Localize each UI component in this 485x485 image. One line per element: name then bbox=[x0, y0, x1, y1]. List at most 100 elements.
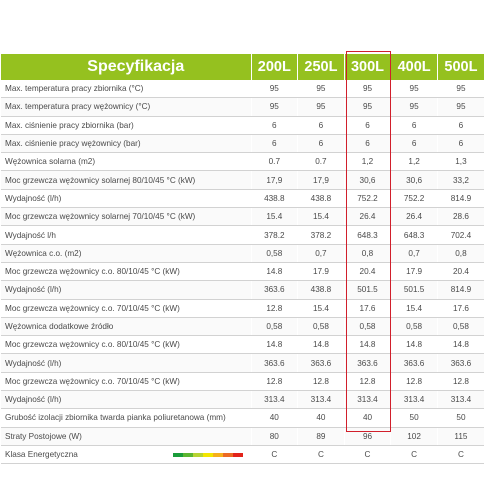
value-cell: 363.6 bbox=[250, 353, 298, 373]
value-cell: 50 bbox=[436, 408, 484, 428]
row-label-wrap: Wężownica c.o. (m2) bbox=[5, 249, 251, 258]
row-label-wrap: Klasa Energetyczna bbox=[5, 450, 251, 459]
row-label-cell: Wydajność (l/h) bbox=[1, 390, 252, 410]
value-cell: 1,2 bbox=[390, 152, 438, 172]
energy-scale-bar bbox=[172, 452, 243, 457]
value-cell: 17,9 bbox=[297, 170, 345, 190]
value-cell: 814.9 bbox=[436, 280, 484, 300]
value-cell: 95 bbox=[436, 80, 484, 99]
value-cell: 378.2 bbox=[250, 225, 298, 245]
value-cell: 6 bbox=[297, 116, 345, 135]
value-cell: 95 bbox=[297, 80, 345, 99]
value-cell: 12.8 bbox=[250, 299, 298, 318]
value-cell: 40 bbox=[297, 408, 345, 428]
value-cell: 95 bbox=[343, 97, 391, 117]
row-label-wrap: Straty Postojowe (W) bbox=[5, 432, 251, 441]
row-label: Klasa Energetyczna bbox=[5, 450, 78, 460]
value-cell: 12.8 bbox=[436, 372, 484, 392]
row-label-cell: Klasa Energetyczna bbox=[1, 445, 252, 465]
row-label-cell: Wężownica c.o. (m2) bbox=[1, 244, 252, 263]
value-cell: 14.8 bbox=[343, 335, 391, 355]
value-cell: 12.8 bbox=[390, 372, 438, 392]
row-label-cell: Moc grzewcza wężownicy c.o. 80/10/45 °C … bbox=[1, 262, 252, 282]
row-label: Wydajność (l/h) bbox=[5, 358, 62, 368]
value-cell: 12.8 bbox=[343, 372, 391, 392]
value-cell: 0,7 bbox=[390, 244, 438, 263]
row-label: Wężownica dodatkowe źródło bbox=[5, 322, 114, 331]
row-label-cell: Moc grzewcza wężownicy c.o. 70/10/45 °C … bbox=[1, 299, 252, 318]
row-label: Max. ciśnienie pracy wężownicy (bar) bbox=[5, 139, 141, 149]
value-cell: 1,3 bbox=[436, 152, 484, 172]
value-cell: 752.2 bbox=[343, 189, 391, 209]
value-cell: 15.4 bbox=[297, 299, 345, 318]
value-cell: 363.6 bbox=[390, 353, 438, 373]
row-label-cell: Moc grzewcza wężownicy solarnej 70/10/45… bbox=[1, 207, 252, 227]
value-cell: 95 bbox=[250, 97, 298, 117]
table-row: Moc grzewcza wężownicy c.o. 80/10/45 °C … bbox=[1, 335, 484, 355]
row-label: Moc grzewcza wężownicy solarnej 80/10/45… bbox=[5, 175, 196, 185]
value-cell: 95 bbox=[297, 97, 345, 117]
value-cell: 752.2 bbox=[390, 189, 438, 209]
row-label-cell: Max. ciśnienie pracy zbiornika (bar) bbox=[1, 116, 252, 135]
row-label-cell: Max. temperatura pracy wężownicy (°C) bbox=[1, 97, 252, 117]
value-cell: C bbox=[343, 445, 391, 465]
value-cell: 501.5 bbox=[343, 280, 391, 300]
row-label-cell: Wężownica solarna (m2) bbox=[1, 152, 252, 172]
value-cell: 26.4 bbox=[390, 207, 438, 227]
row-label-cell: Moc grzewcza wężownicy c.o. 80/10/45 °C … bbox=[1, 335, 252, 355]
table-row: Wydajność (l/h) 313.4 313.4 313.4 313.4 313.4 bbox=[1, 390, 484, 410]
value-cell: 0.7 bbox=[297, 152, 345, 172]
energy-scale-segment bbox=[212, 452, 223, 457]
row-label: Wydajność (l/h) bbox=[5, 395, 62, 405]
row-label-wrap: Wydajność (l/h) bbox=[5, 395, 251, 404]
row-label-cell: Straty Postojowe (W) bbox=[1, 427, 252, 446]
value-cell: 313.4 bbox=[343, 390, 391, 410]
value-cell: 40 bbox=[250, 408, 298, 428]
table-row: Wydajność (l/h) 363.6 438.8 501.5 501.5 814.9 bbox=[1, 280, 484, 300]
value-cell: 313.4 bbox=[297, 390, 345, 410]
value-cell: 17,9 bbox=[250, 170, 298, 190]
row-label-cell: Moc grzewcza wężownicy c.o. 70/10/45 °C … bbox=[1, 372, 252, 392]
value-cell: 814.9 bbox=[436, 189, 484, 209]
value-cell: 0,58 bbox=[250, 244, 298, 263]
table-title: Specyfikacja bbox=[1, 54, 252, 80]
row-label-wrap: Max. ciśnienie pracy zbiornika (bar) bbox=[5, 121, 251, 130]
row-label-wrap: Max. temperatura pracy wężownicy (°C) bbox=[5, 102, 251, 111]
value-cell: 14.8 bbox=[250, 335, 298, 355]
row-label: Max. temperatura pracy zbiornika (°C) bbox=[5, 84, 144, 94]
value-cell: 0,8 bbox=[343, 244, 391, 263]
energy-scale-segment bbox=[182, 452, 193, 457]
row-label: Moc grzewcza wężownicy c.o. 70/10/45 °C … bbox=[5, 303, 180, 313]
value-cell: 438.8 bbox=[297, 280, 345, 300]
column-header: 300L bbox=[343, 54, 391, 80]
energy-scale-segment bbox=[192, 452, 203, 457]
value-cell: 363.6 bbox=[343, 353, 391, 373]
value-cell: 17.6 bbox=[436, 299, 484, 318]
value-cell: 378.2 bbox=[297, 225, 345, 245]
row-label: Grubość izolacji zbiornika twarda pianka… bbox=[5, 413, 226, 423]
value-cell: 313.4 bbox=[436, 390, 484, 410]
row-label: Wężownica c.o. (m2) bbox=[5, 248, 82, 258]
row-label-wrap: Grubość izolacji zbiornika twarda pianka… bbox=[5, 413, 251, 422]
row-label: Wydajność l/h bbox=[5, 230, 56, 240]
value-cell: 96 bbox=[343, 427, 391, 446]
value-cell: 95 bbox=[390, 97, 438, 117]
value-cell: 14.8 bbox=[297, 335, 345, 355]
value-cell: C bbox=[436, 445, 484, 465]
value-cell: 20.4 bbox=[343, 262, 391, 282]
value-cell: 313.4 bbox=[250, 390, 298, 410]
table-row: Max. temperatura pracy wężownicy (°C) 95 9… bbox=[1, 97, 484, 117]
table-row: Wężownica dodatkowe źródło 0,58 0,58 0,58 0,… bbox=[1, 317, 484, 337]
value-cell: 648.3 bbox=[343, 225, 391, 245]
value-cell: 17.6 bbox=[343, 299, 391, 318]
row-label-wrap: Max. temperatura pracy zbiornika (°C) bbox=[5, 84, 251, 93]
value-cell: 6 bbox=[250, 116, 298, 135]
value-cell: 95 bbox=[250, 80, 298, 99]
value-cell: 12.8 bbox=[297, 372, 345, 392]
row-label-wrap: Moc grzewcza wężownicy solarnej 80/10/45… bbox=[5, 176, 251, 185]
value-cell: 1,2 bbox=[343, 152, 391, 172]
value-cell: 95 bbox=[436, 97, 484, 117]
row-label: Moc grzewcza wężownicy solarnej 70/10/45… bbox=[5, 212, 196, 222]
value-cell: 702.4 bbox=[436, 225, 484, 245]
row-label-wrap: Wydajność (l/h) bbox=[5, 359, 251, 368]
